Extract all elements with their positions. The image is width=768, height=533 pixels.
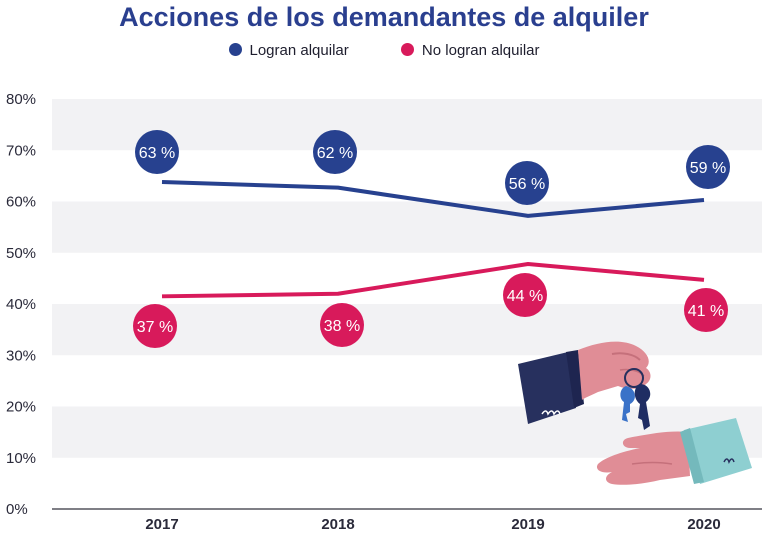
upper-thumb xyxy=(611,352,641,361)
data-label: 37 % xyxy=(137,319,173,336)
lower-sleeve xyxy=(684,418,752,484)
keyring xyxy=(624,368,644,388)
data-point-circle xyxy=(135,130,179,174)
x-tick-label: 2017 xyxy=(145,516,178,533)
y-tick-label: 60% xyxy=(6,194,36,211)
y-axis-ticks: 0% 10% 20% 30% 40% 50% 60% 70% 80% xyxy=(6,91,36,518)
lower-hand xyxy=(596,431,690,485)
legend-item-no-logran: No logran alquilar xyxy=(400,42,540,59)
y-tick-label: 50% xyxy=(6,245,36,262)
y-tick-label: 30% xyxy=(6,347,36,364)
data-label: 62 % xyxy=(317,145,353,162)
data-point-circle xyxy=(503,273,547,317)
x-tick-label: 2020 xyxy=(687,516,720,533)
data-label: 41 % xyxy=(688,303,724,320)
data-point-circle xyxy=(320,303,364,347)
legend-marker-no-logran xyxy=(400,43,414,56)
grid-band xyxy=(52,201,762,253)
y-tick-label: 20% xyxy=(6,399,36,416)
series-line-0 xyxy=(161,180,705,218)
y-tick-label: 70% xyxy=(6,142,36,159)
y-tick-label: 10% xyxy=(6,450,36,467)
y-tick-label: 80% xyxy=(6,91,36,108)
lower-sleeve-cuff xyxy=(680,428,704,484)
legend-label-no-logran: No logran alquilar xyxy=(421,42,540,59)
y-tick-label: 40% xyxy=(6,296,36,313)
data-point-circle xyxy=(313,130,357,174)
hands-keys-illustration xyxy=(518,341,752,485)
legend: Logran alquilar No logran alquilar xyxy=(0,42,768,59)
data-label: 59 % xyxy=(690,160,726,177)
data-label: 44 % xyxy=(507,288,543,305)
x-tick-label: 2018 xyxy=(321,516,354,533)
data-point-circle xyxy=(684,288,728,332)
key-blue xyxy=(620,386,635,422)
legend-label-logran: Logran alquilar xyxy=(249,42,349,59)
data-point-circle xyxy=(133,304,177,348)
legend-item-logran: Logran alquilar xyxy=(228,42,349,59)
series-line-1 xyxy=(161,262,705,299)
lower-finger-line xyxy=(631,461,673,465)
sleeve-doodle-1 xyxy=(541,410,561,416)
x-tick-label: 2019 xyxy=(511,516,544,533)
chart-title: Acciones de los demandantes de alquiler xyxy=(119,2,649,32)
data-label: 56 % xyxy=(509,176,545,193)
data-point-circle xyxy=(505,161,549,205)
legend-marker-logran xyxy=(228,43,242,56)
series-lines xyxy=(161,180,705,299)
data-point-circle xyxy=(686,145,730,189)
data-label: 63 % xyxy=(139,145,175,162)
data-point-markers: 63 % 62 % 56 % 59 % 37 % 38 % 44 % 41 % xyxy=(133,130,730,348)
data-label: 38 % xyxy=(324,318,360,335)
upper-sleeve xyxy=(518,352,576,424)
sleeve-doodle-2 xyxy=(723,458,735,464)
x-axis-ticks: 2017 2018 2019 2020 xyxy=(145,516,720,533)
y-tick-label: 0% xyxy=(6,501,28,518)
key-navy xyxy=(634,384,651,430)
